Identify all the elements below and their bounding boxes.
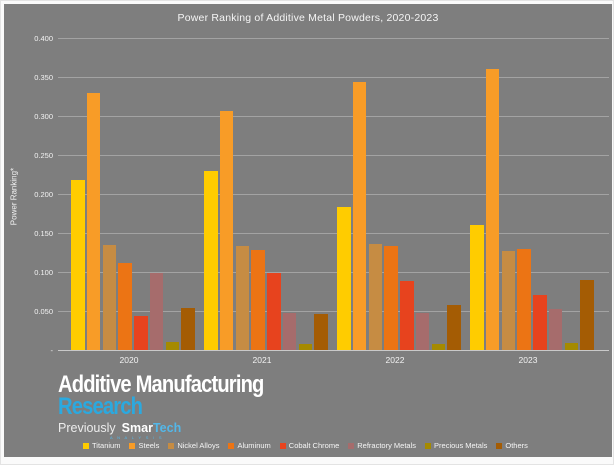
brand-logo-line3: Previously SmarTech A N A L Y S I S <box>58 421 303 440</box>
x-axis-label-2022: 2022 <box>385 355 405 365</box>
bar-refractory-metals-2020 <box>149 273 164 350</box>
brand-previously: Previously <box>58 421 116 435</box>
bar-nickel-alloys-2022 <box>368 244 383 350</box>
bar-steels-2022 <box>352 82 367 350</box>
gridline <box>58 233 609 234</box>
legend-item-nickel-alloys: Nickel Alloys <box>168 441 219 450</box>
legend-swatch <box>279 442 286 449</box>
legend-item-others: Others <box>496 441 528 450</box>
brand-logo-line1: Additive Manufacturing <box>58 371 264 398</box>
bar-cobalt-chrome-2021 <box>267 273 281 350</box>
bar-precious-metals-2023 <box>564 343 579 350</box>
legend-swatch <box>83 442 89 449</box>
legend-label: Cobalt Chrome <box>288 441 340 450</box>
bar-titanium-2021 <box>204 171 218 350</box>
bar-nickel-alloys-2020 <box>102 245 117 350</box>
brand-logo-line2: Research <box>58 393 143 420</box>
y-tick-label: 0.400 <box>34 34 53 43</box>
bar-others-2021 <box>314 314 328 350</box>
chart-legend: Titanium Steels Nickel Alloys Aluminum Cobal… <box>83 441 528 450</box>
slide-background: Power Ranking of Additive Metal Powders,… <box>4 4 612 457</box>
brand-analysis: A N A L Y S I S <box>110 435 164 440</box>
bar-refractory-metals-2022 <box>415 313 430 350</box>
bar-group-2023 <box>470 38 594 350</box>
gridline <box>58 272 609 273</box>
gridline <box>58 116 609 117</box>
bar-refractory-metals-2023 <box>548 309 563 350</box>
bar-aluminum-2023 <box>517 249 531 350</box>
x-axis-label-2021: 2021 <box>252 355 272 365</box>
y-tick-label: 0.050 <box>34 307 53 316</box>
y-tick-label: 0.350 <box>34 73 53 82</box>
y-tick-label: 0.100 <box>34 268 53 277</box>
legend-item-cobalt-chrome: Cobalt Chrome <box>279 441 340 450</box>
bar-precious-metals-2021 <box>298 344 313 350</box>
gridline <box>58 38 609 39</box>
plot-area <box>58 38 609 351</box>
brand-smar: Smar <box>121 421 153 435</box>
bar-refractory-metals-2021 <box>282 313 297 350</box>
bar-group-2022 <box>337 38 461 350</box>
brand-smartech: SmarTech <box>122 421 182 435</box>
bar-titanium-2022 <box>337 207 351 350</box>
brand-logo: Additive Manufacturing Research Previous… <box>58 371 303 441</box>
legend-label: Aluminum <box>237 441 271 450</box>
y-tick-label: 0.300 <box>34 112 53 121</box>
legend-item-steels: Steels <box>129 441 159 450</box>
y-tick-label: 0.200 <box>34 190 53 199</box>
legend-swatch <box>425 442 432 449</box>
y-tick-label: - <box>50 346 54 355</box>
bar-steels-2023 <box>485 69 500 350</box>
bar-cobalt-chrome-2022 <box>400 281 414 350</box>
bar-precious-metals-2022 <box>431 344 446 350</box>
legend-swatch <box>228 442 235 449</box>
bar-nickel-alloys-2023 <box>501 251 516 350</box>
brand-tech: Tech <box>152 421 182 435</box>
legend-label: Precious Metals <box>434 441 488 450</box>
bar-titanium-2023 <box>470 225 484 350</box>
legend-label: Others <box>505 441 528 450</box>
legend-label: Steels <box>138 441 160 450</box>
gridline <box>58 194 609 195</box>
bar-nickel-alloys-2021 <box>235 246 250 350</box>
bar-others-2023 <box>580 280 594 350</box>
bar-aluminum-2022 <box>384 246 398 350</box>
bar-aluminum-2020 <box>118 263 132 350</box>
bar-titanium-2020 <box>71 180 85 350</box>
x-axis-label-2023: 2023 <box>518 355 538 365</box>
bar-steels-2021 <box>219 111 234 350</box>
bar-cobalt-chrome-2020 <box>134 316 148 350</box>
y-tick-label: 0.250 <box>34 151 53 160</box>
legend-swatch <box>129 442 136 449</box>
legend-item-aluminum: Aluminum <box>228 441 271 450</box>
bar-others-2022 <box>447 305 461 350</box>
bar-group-2020 <box>71 38 195 350</box>
legend-label: Nickel Alloys <box>177 441 220 450</box>
bar-precious-metals-2020 <box>165 342 180 350</box>
legend-label: Refractory Metals <box>357 441 417 450</box>
gridline <box>58 311 609 312</box>
bar-aluminum-2021 <box>251 250 265 350</box>
y-tick-label: 0.150 <box>34 229 53 238</box>
legend-swatch <box>496 442 503 449</box>
bar-group-2021 <box>204 38 328 350</box>
x-axis-label-2020: 2020 <box>119 355 139 365</box>
bar-others-2020 <box>181 308 195 350</box>
legend-item-titanium: Titanium <box>83 441 120 450</box>
chart-title: Power Ranking of Additive Metal Powders,… <box>177 12 439 24</box>
legend-swatch <box>168 442 175 449</box>
legend-item-refractory-metals: Refractory Metals <box>348 441 416 450</box>
bar-steels-2020 <box>86 93 101 350</box>
legend-swatch <box>348 442 355 449</box>
legend-item-precious-metals: Precious Metals <box>425 441 487 450</box>
gridline <box>58 77 609 78</box>
legend-label: Titanium <box>92 441 121 450</box>
gridline <box>58 155 609 156</box>
bar-cobalt-chrome-2023 <box>533 295 547 350</box>
